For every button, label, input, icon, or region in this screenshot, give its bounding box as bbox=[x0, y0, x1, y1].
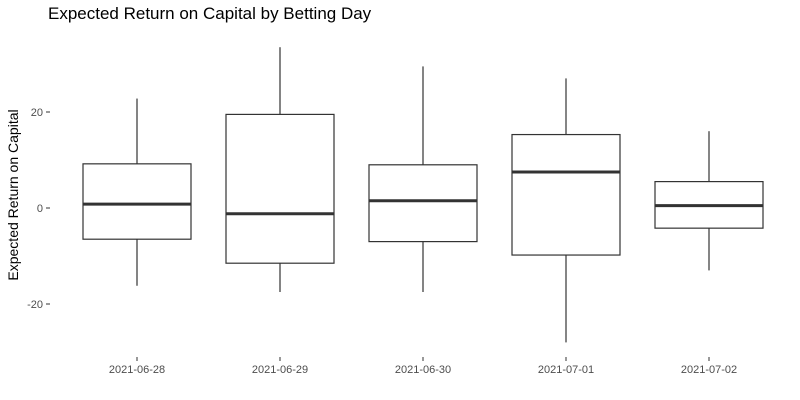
boxes-layer bbox=[82, 47, 764, 343]
x-tick-label: 2021-06-30 bbox=[395, 364, 451, 376]
box-2021-06-30 bbox=[368, 66, 478, 292]
box-2021-06-29 bbox=[225, 47, 335, 292]
box-iqr bbox=[225, 113, 335, 264]
y-tick-label: 0 bbox=[37, 203, 43, 215]
x-tick-label: 2021-06-29 bbox=[252, 364, 308, 376]
chart-title: Expected Return on Capital by Betting Da… bbox=[48, 4, 372, 23]
x-tick-label: 2021-07-01 bbox=[538, 364, 594, 376]
y-axis-title: Expected Return on Capital bbox=[5, 109, 21, 280]
x-tick-label: 2021-06-28 bbox=[109, 364, 165, 376]
y-tick-label: -20 bbox=[27, 299, 43, 311]
box-2021-07-02 bbox=[654, 131, 764, 271]
x-axis: 2021-06-28 2021-06-29 2021-06-30 2021-07-01… bbox=[109, 357, 737, 376]
y-axis: -20 0 20 bbox=[27, 107, 50, 311]
box-iqr bbox=[368, 164, 478, 243]
box-iqr bbox=[82, 163, 192, 240]
y-tick-label: 20 bbox=[31, 107, 43, 119]
box-iqr bbox=[511, 133, 621, 256]
box-2021-06-28 bbox=[82, 98, 192, 286]
box-2021-07-01 bbox=[511, 78, 621, 343]
x-tick-label: 2021-07-02 bbox=[681, 364, 737, 376]
